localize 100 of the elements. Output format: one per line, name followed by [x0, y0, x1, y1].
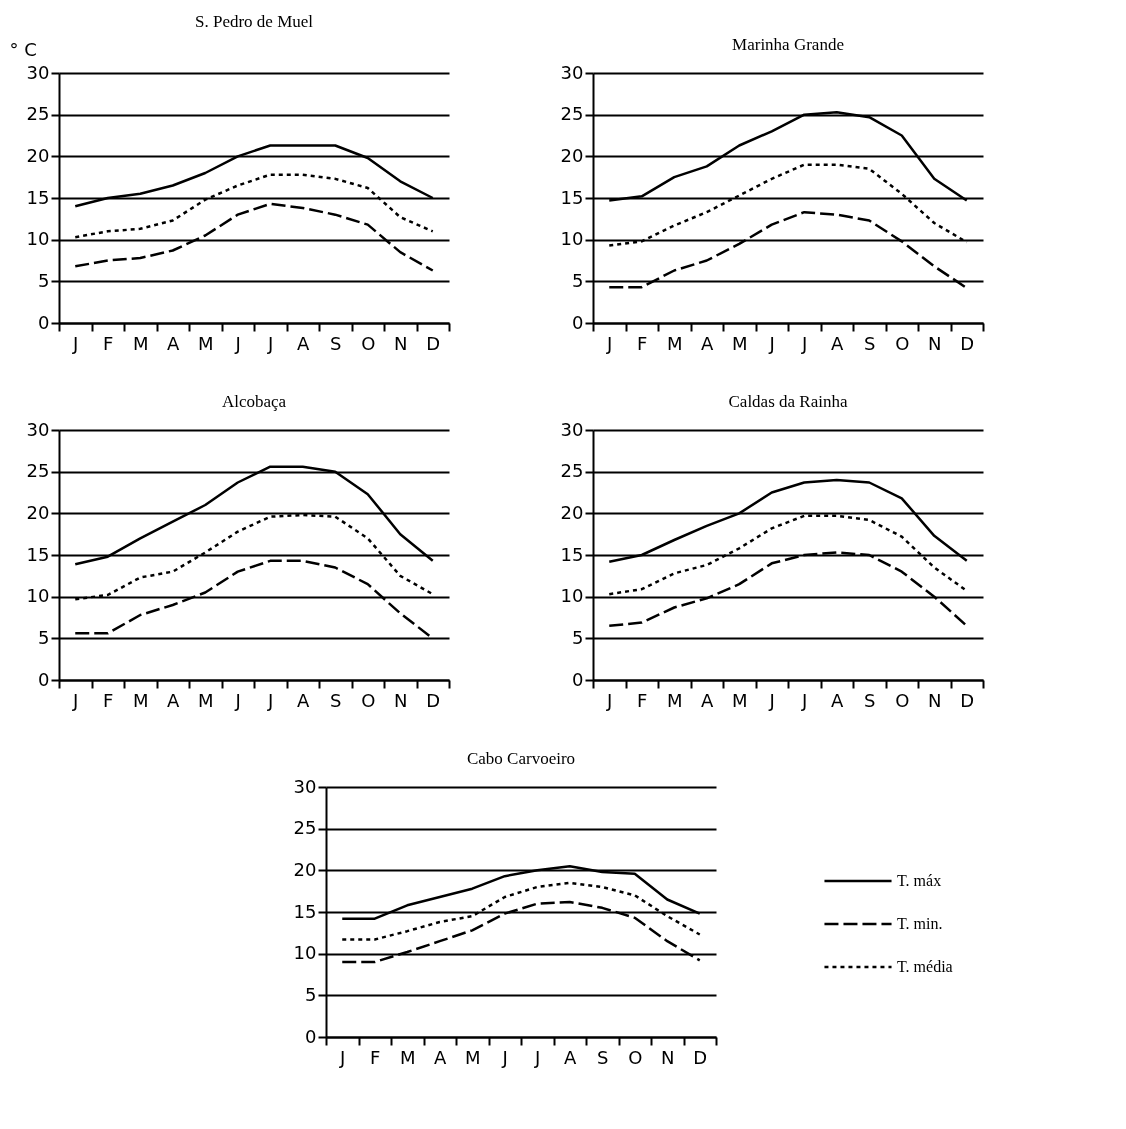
- x-tick-label: J: [267, 332, 274, 354]
- x-tick-label: O: [895, 332, 910, 354]
- chart-title: Alcobaça: [221, 392, 287, 411]
- x-tick-label: D: [960, 689, 975, 711]
- y-tick-label: 20: [560, 144, 584, 166]
- y-tick-label: 30: [26, 418, 50, 440]
- y-tick-label: 0: [38, 311, 50, 333]
- y-tick-label: 20: [560, 501, 584, 523]
- x-tick-label: D: [426, 332, 441, 354]
- x-tick-label: F: [637, 332, 648, 354]
- y-tick-label: 25: [293, 817, 317, 839]
- x-tick-label: N: [394, 689, 408, 711]
- y-tick-label: 15: [560, 543, 584, 565]
- x-tick-label: A: [831, 332, 845, 354]
- y-tick-label: 25: [26, 460, 50, 482]
- x-tick-label: A: [167, 689, 181, 711]
- legend-label: T. média: [897, 958, 953, 975]
- legend-label: T. min.: [897, 915, 943, 932]
- x-tick-label: J: [801, 689, 808, 711]
- x-tick-label: J: [768, 689, 775, 711]
- chart-title: Marinha Grande: [732, 35, 844, 54]
- y-tick-label: 15: [293, 900, 317, 922]
- x-tick-label: J: [339, 1046, 346, 1068]
- y-tick-label: 30: [26, 61, 50, 83]
- y-tick-label: 20: [26, 501, 50, 523]
- x-tick-label: S: [864, 689, 876, 711]
- x-tick-label: A: [297, 689, 311, 711]
- y-tick-label: 10: [293, 942, 317, 964]
- x-tick-label: D: [693, 1046, 708, 1068]
- y-axis-title: ° C: [9, 38, 37, 60]
- x-tick-label: A: [564, 1046, 578, 1068]
- y-tick-label: 5: [305, 983, 317, 1005]
- x-tick-label: N: [928, 332, 942, 354]
- x-tick-label: A: [701, 689, 715, 711]
- chart-title: Cabo Carvoeiro: [466, 749, 576, 768]
- x-tick-label: J: [234, 332, 241, 354]
- y-tick-label: 15: [560, 186, 584, 208]
- x-tick-label: J: [534, 1046, 541, 1068]
- y-tick-label: 20: [293, 858, 317, 880]
- y-tick-label: 25: [560, 103, 584, 125]
- chart-title: S. Pedro de Muel: [194, 12, 314, 31]
- y-tick-label: 25: [26, 103, 50, 125]
- x-tick-label: J: [234, 689, 241, 711]
- x-tick-label: J: [801, 332, 808, 354]
- x-tick-label: A: [701, 332, 715, 354]
- x-tick-label: M: [399, 1046, 416, 1068]
- x-tick-label: O: [895, 689, 910, 711]
- y-tick-label: 20: [26, 144, 50, 166]
- x-tick-label: O: [628, 1046, 643, 1068]
- x-tick-label: S: [330, 332, 342, 354]
- x-tick-label: A: [434, 1046, 448, 1068]
- y-tick-label: 30: [293, 775, 317, 797]
- x-tick-label: M: [197, 332, 214, 354]
- y-tick-label: 30: [560, 61, 584, 83]
- x-tick-label: J: [72, 689, 79, 711]
- y-tick-label: 0: [305, 1025, 317, 1047]
- x-tick-label: M: [464, 1046, 481, 1068]
- y-tick-label: 0: [572, 311, 584, 333]
- x-tick-label: J: [72, 332, 79, 354]
- y-tick-label: 30: [560, 418, 584, 440]
- x-tick-label: F: [370, 1046, 381, 1068]
- y-tick-label: 10: [560, 585, 584, 607]
- x-tick-label: M: [666, 689, 683, 711]
- x-tick-label: M: [731, 332, 748, 354]
- chart-title: Caldas da Rainha: [728, 392, 848, 411]
- y-tick-label: 15: [26, 186, 50, 208]
- y-tick-label: 25: [560, 460, 584, 482]
- x-tick-label: A: [831, 689, 845, 711]
- y-tick-label: 5: [38, 269, 50, 291]
- x-tick-label: M: [132, 332, 149, 354]
- x-tick-label: M: [132, 689, 149, 711]
- x-tick-label: N: [928, 689, 942, 711]
- x-tick-label: S: [597, 1046, 609, 1068]
- y-tick-label: 0: [38, 668, 50, 690]
- x-tick-label: N: [661, 1046, 675, 1068]
- x-tick-label: D: [426, 689, 441, 711]
- y-tick-label: 15: [26, 543, 50, 565]
- y-tick-label: 5: [572, 626, 584, 648]
- y-tick-label: 5: [38, 626, 50, 648]
- x-tick-label: J: [606, 689, 613, 711]
- x-tick-label: O: [361, 332, 376, 354]
- x-tick-label: S: [864, 332, 876, 354]
- x-tick-label: M: [197, 689, 214, 711]
- x-tick-label: O: [361, 689, 376, 711]
- x-tick-label: J: [768, 332, 775, 354]
- y-tick-label: 10: [26, 228, 50, 250]
- x-tick-label: J: [501, 1046, 508, 1068]
- x-tick-label: A: [167, 332, 181, 354]
- y-tick-label: 10: [26, 585, 50, 607]
- x-tick-label: F: [637, 689, 648, 711]
- y-tick-label: 0: [572, 668, 584, 690]
- x-tick-label: S: [330, 689, 342, 711]
- x-tick-label: F: [103, 689, 114, 711]
- y-tick-label: 5: [572, 269, 584, 291]
- x-tick-label: M: [731, 689, 748, 711]
- x-tick-label: F: [103, 332, 114, 354]
- x-tick-label: M: [666, 332, 683, 354]
- legend-label: T. máx: [897, 872, 942, 889]
- x-tick-label: J: [606, 332, 613, 354]
- x-tick-label: D: [960, 332, 975, 354]
